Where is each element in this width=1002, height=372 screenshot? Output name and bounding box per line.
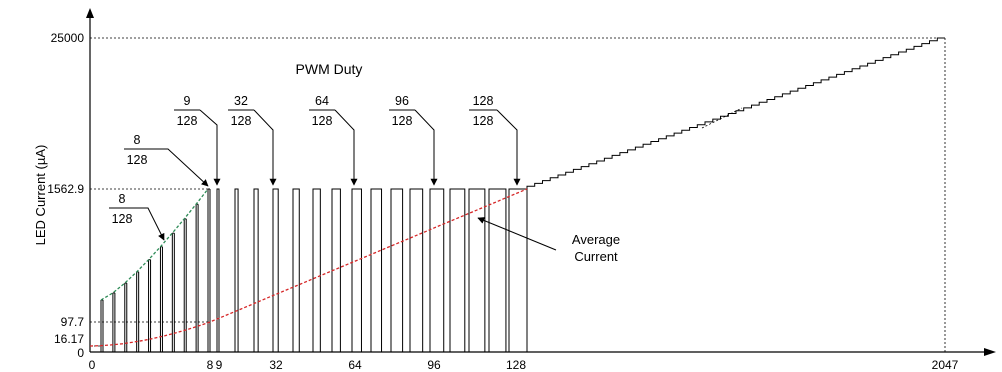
arrow-8a-icon <box>150 148 209 187</box>
y-tick-97: 97.7 <box>61 315 85 329</box>
pwm-pulse-13 <box>468 188 486 353</box>
pwm-pulse-12 <box>449 188 466 353</box>
annot-8a-den: 128 <box>127 153 148 167</box>
pwm-waveform <box>100 37 945 353</box>
chart-title: PWM Duty <box>296 61 363 77</box>
arrow-9-icon <box>199 109 221 186</box>
x-tick-96: 96 <box>427 358 441 372</box>
pwm-pulse-9 <box>390 188 404 353</box>
staircase-gap <box>701 107 743 129</box>
pwm-pulse-2 <box>253 188 259 353</box>
x-tick-8: 8 <box>207 358 214 372</box>
x-tick-0: 0 <box>89 358 96 372</box>
annot-64-den: 128 <box>312 114 333 128</box>
series-green-curve <box>100 188 209 301</box>
x-tick-2047: 2047 <box>932 358 959 372</box>
annot-average-line1: Average <box>572 232 620 247</box>
pwm-pulse-5 <box>312 188 321 353</box>
x-axis-arrow-icon <box>984 348 996 356</box>
y-tick-1562: 1562.9 <box>47 182 84 196</box>
annot-32-num: 32 <box>234 94 248 108</box>
y-axis-arrow-icon <box>86 8 94 18</box>
annot-128-num: 128 <box>473 94 494 108</box>
x-tick-9: 9 <box>216 358 223 372</box>
arrow-128-icon <box>496 109 521 186</box>
y-tick-16: 16.17 <box>54 332 84 346</box>
pwm-pulse-3 <box>272 188 279 353</box>
pwm-pulse-1 <box>234 188 239 353</box>
pwm-pulse-14 <box>488 188 507 353</box>
annot-96-num: 96 <box>395 94 409 108</box>
annot-8b-den: 128 <box>112 212 133 226</box>
annot-9-den: 128 <box>177 114 198 128</box>
pwm-pulse-7 <box>351 188 362 353</box>
annot-8b-num: 8 <box>119 192 126 206</box>
y-tick-25000: 25000 <box>51 31 85 45</box>
x-tick-128: 128 <box>506 358 526 372</box>
y-axis-label: LED Current (µA) <box>33 145 48 246</box>
arrow-96-icon <box>414 109 438 186</box>
pwm-pulse-4 <box>292 188 300 353</box>
annot-32-den: 128 <box>231 114 252 128</box>
annot-8a-num: 8 <box>134 133 141 147</box>
pwm-pulse-15 <box>508 188 528 353</box>
pwm-pulse-0 <box>216 188 220 353</box>
y-tick-0: 0 <box>77 346 84 360</box>
arrow-64-icon <box>334 109 358 186</box>
annot-96-den: 128 <box>392 114 413 128</box>
arrow-average-icon <box>477 217 557 251</box>
annot-128-den: 128 <box>473 114 494 128</box>
pwm-pulse-10 <box>409 188 424 353</box>
annot-average-line2: Current <box>574 249 618 264</box>
annot-64-num: 64 <box>315 94 329 108</box>
x-tick-64: 64 <box>348 358 362 372</box>
annot-9-num: 9 <box>184 94 191 108</box>
pwm-pulse-8 <box>370 188 383 353</box>
arrow-8b-icon <box>135 207 165 241</box>
annotation-arrows <box>135 109 557 251</box>
staircase-series <box>526 37 945 189</box>
x-tick-32: 32 <box>269 358 283 372</box>
pwm-pulse-11 <box>429 188 445 353</box>
series-average-current <box>89 188 528 347</box>
arrow-32-icon <box>253 109 277 186</box>
